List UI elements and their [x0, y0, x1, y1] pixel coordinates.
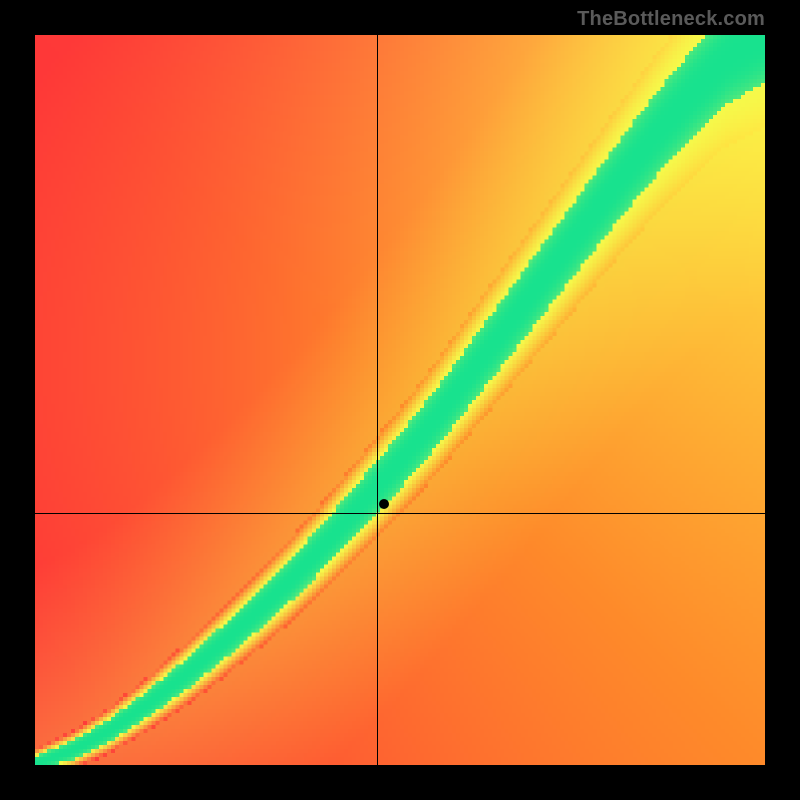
plot-area [35, 35, 765, 765]
data-point [379, 499, 389, 509]
crosshair-vertical [377, 35, 378, 765]
heatmap-canvas [35, 35, 765, 765]
chart-container: TheBottleneck.com [0, 0, 800, 800]
crosshair-horizontal [35, 513, 765, 514]
watermark-text: TheBottleneck.com [577, 8, 765, 31]
